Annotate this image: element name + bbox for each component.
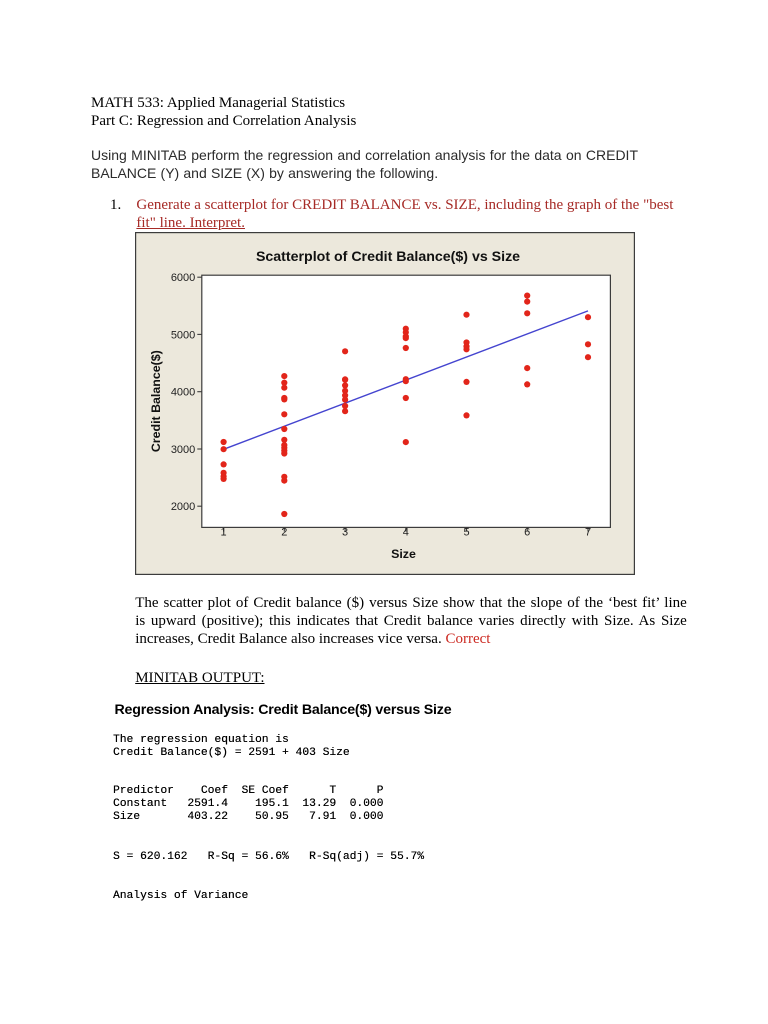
svg-text:2: 2 — [281, 527, 287, 539]
svg-text:4: 4 — [403, 527, 409, 539]
svg-text:6000: 6000 — [171, 272, 195, 284]
svg-text:2000: 2000 — [171, 501, 195, 513]
svg-text:Credit Balance($): Credit Balance($) — [149, 350, 163, 452]
svg-text:Scatterplot of Credit Balance(: Scatterplot of Credit Balance($) vs Size — [256, 249, 520, 265]
svg-text:1: 1 — [221, 527, 227, 539]
svg-text:7: 7 — [585, 527, 591, 539]
svg-text:5: 5 — [463, 527, 469, 539]
svg-text:6: 6 — [524, 527, 530, 539]
svg-text:4000: 4000 — [171, 387, 195, 399]
svg-text:Size: Size — [391, 547, 416, 561]
svg-text:3000: 3000 — [171, 444, 195, 456]
svg-text:3: 3 — [342, 527, 348, 539]
svg-text:5000: 5000 — [171, 329, 195, 341]
